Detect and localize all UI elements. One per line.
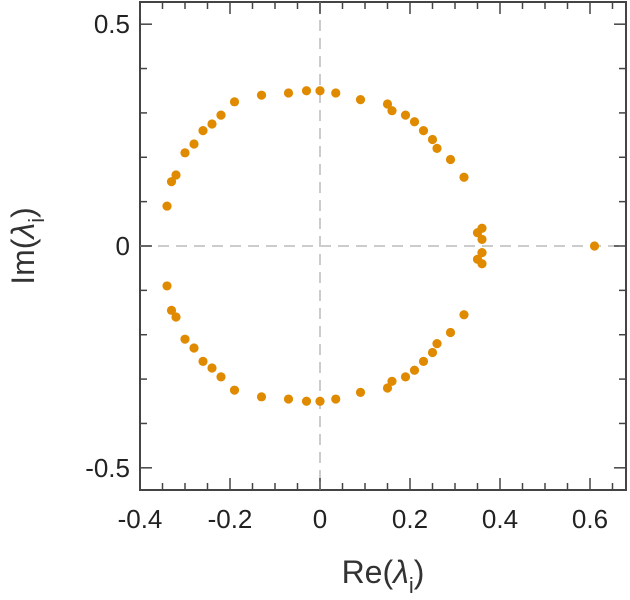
data-point xyxy=(198,356,208,366)
data-point xyxy=(432,143,442,153)
data-point xyxy=(256,392,267,402)
data-point xyxy=(189,139,199,149)
data-point xyxy=(459,172,469,182)
data-point xyxy=(198,126,208,136)
data-point xyxy=(207,119,217,129)
data-point xyxy=(331,394,341,404)
data-point xyxy=(387,376,397,386)
data-point xyxy=(229,97,240,107)
data-point xyxy=(229,385,240,395)
data-point xyxy=(409,117,420,127)
y-tick-label: 0 xyxy=(116,231,130,261)
x-tick-label: -0.2 xyxy=(208,504,253,534)
data-point xyxy=(256,90,267,100)
data-point xyxy=(477,234,487,244)
data-point xyxy=(445,154,456,165)
x-tick-label: 0.2 xyxy=(392,504,428,534)
data-point xyxy=(409,365,420,375)
data-point xyxy=(171,170,181,180)
data-point xyxy=(162,201,172,211)
y-tick-label: -0.5 xyxy=(85,453,130,483)
data-point xyxy=(400,110,411,120)
data-point xyxy=(445,327,456,338)
y-tick-label: 0.5 xyxy=(94,9,130,39)
x-axis-label: Re(λi) xyxy=(342,554,425,598)
axis-tick-labels: -0.4 -0.2 0 0.2 0.4 0.6 -0.5 0 0.5 xyxy=(85,9,608,534)
data-point xyxy=(427,134,438,145)
data-point xyxy=(189,343,199,353)
data-point xyxy=(180,148,190,158)
data-point xyxy=(171,312,181,322)
axis-ticks xyxy=(139,2,626,490)
data-point xyxy=(477,259,487,269)
data-point xyxy=(315,396,325,406)
data-points xyxy=(162,86,600,406)
data-point xyxy=(382,383,393,393)
data-point xyxy=(216,372,226,382)
data-point xyxy=(477,248,487,258)
data-point xyxy=(432,339,442,349)
data-point xyxy=(387,106,397,116)
data-point xyxy=(331,88,341,98)
x-tick-label: 0 xyxy=(313,504,327,534)
data-point xyxy=(207,363,217,373)
x-tick-label: -0.4 xyxy=(118,504,163,534)
data-point xyxy=(283,88,294,98)
data-point xyxy=(418,356,429,366)
data-point xyxy=(166,305,177,315)
data-point xyxy=(477,223,487,233)
y-axis-label: Im(λi) xyxy=(5,207,49,285)
data-point xyxy=(283,394,294,404)
data-point xyxy=(301,86,312,96)
x-tick-label: 0.6 xyxy=(572,504,608,534)
data-point xyxy=(382,99,393,109)
data-point xyxy=(418,126,429,136)
data-point xyxy=(400,372,411,382)
data-point xyxy=(355,95,366,105)
data-point xyxy=(459,310,469,320)
data-point xyxy=(162,281,172,291)
data-point xyxy=(315,86,325,96)
data-point xyxy=(216,110,226,120)
data-point xyxy=(355,387,366,397)
data-point xyxy=(301,396,312,406)
data-point xyxy=(166,177,177,187)
data-point xyxy=(180,334,190,344)
data-point xyxy=(427,347,438,358)
data-point xyxy=(589,241,600,251)
x-tick-label: 0.4 xyxy=(482,504,518,534)
